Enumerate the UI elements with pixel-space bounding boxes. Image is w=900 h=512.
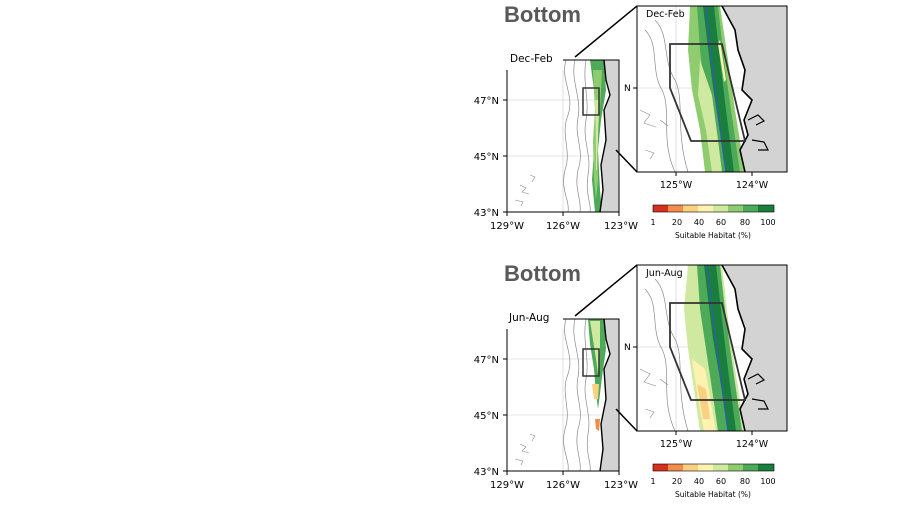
- lon-tick-label: 126°W: [546, 480, 580, 491]
- colorbar-tick: 80: [740, 477, 750, 486]
- lat-tick-label: 43°N: [474, 467, 499, 478]
- leader-line: [615, 408, 638, 432]
- inset-lon-tick-label: 124°W: [736, 439, 769, 450]
- season-label: Dec-Feb: [510, 53, 553, 65]
- lon-tick-label: 123°W: [604, 221, 638, 232]
- colorbar-tick: 1: [650, 477, 655, 486]
- colorbar-tick: 60: [716, 477, 726, 486]
- colorbar-tick: 60: [716, 218, 726, 227]
- colorbar-tick: 80: [740, 218, 750, 227]
- inset-lat-tick-label: N: [624, 84, 631, 94]
- panel-title: Bottom: [504, 261, 581, 286]
- leader-line: [615, 149, 638, 173]
- inset-lon-tick-label: 124°W: [736, 180, 769, 191]
- lon-tick-label: 129°W: [490, 480, 524, 491]
- colorbar-tick: 1: [650, 218, 655, 227]
- leader-line: [574, 5, 638, 58]
- colorbar-tick: 100: [760, 218, 775, 227]
- inset-lon-tick-label: 125°W: [660, 180, 693, 191]
- inset-lon-tick-label: 125°W: [660, 439, 693, 450]
- lat-tick-label: 47°N: [474, 96, 499, 107]
- colorbar-tick: 20: [672, 218, 682, 227]
- colorbar-tick: 100: [760, 477, 775, 486]
- colorbar-tick: 40: [694, 218, 704, 227]
- lat-tick-label: 45°N: [474, 411, 499, 422]
- colorbar-tick: 20: [672, 477, 682, 486]
- inset-lat-tick-label: N: [624, 343, 631, 353]
- main-map: [503, 318, 620, 475]
- colorbar-tick: 40: [694, 477, 704, 486]
- colorbar: [652, 204, 775, 213]
- inset-map: [633, 264, 788, 435]
- main-map: [503, 59, 620, 216]
- lat-tick-label: 47°N: [474, 355, 499, 366]
- inset-season-label: Jun-Aug: [645, 268, 683, 279]
- panel-title: Bottom: [504, 2, 581, 27]
- colorbar-label: Suitable Habitat (%): [675, 490, 751, 499]
- map-panel-jun-aug: Bottom Jun-Aug 47°N 4: [0, 259, 900, 512]
- colorbar: [652, 463, 775, 472]
- season-label: Jun-Aug: [508, 312, 549, 324]
- habitat-map-figure: Jun-Aug 47°N 45°N 43°N 129°W 126°W 123°W: [474, 264, 788, 499]
- inset-map: [633, 5, 788, 176]
- leader-line: [574, 264, 638, 317]
- lon-tick-label: 129°W: [490, 221, 524, 232]
- colorbar-label: Suitable Habitat (%): [675, 231, 751, 240]
- lat-tick-label: 45°N: [474, 152, 499, 163]
- lon-tick-label: 123°W: [604, 480, 638, 491]
- lon-tick-label: 126°W: [546, 221, 580, 232]
- map-panel-dec-feb: Bottom: [0, 0, 900, 253]
- habitat-map-figure: Dec-Feb 47°N 45°N 43°N 129°W 126°W 123°W: [474, 5, 788, 240]
- inset-season-label: Dec-Feb: [646, 9, 685, 20]
- lat-tick-label: 43°N: [474, 208, 499, 219]
